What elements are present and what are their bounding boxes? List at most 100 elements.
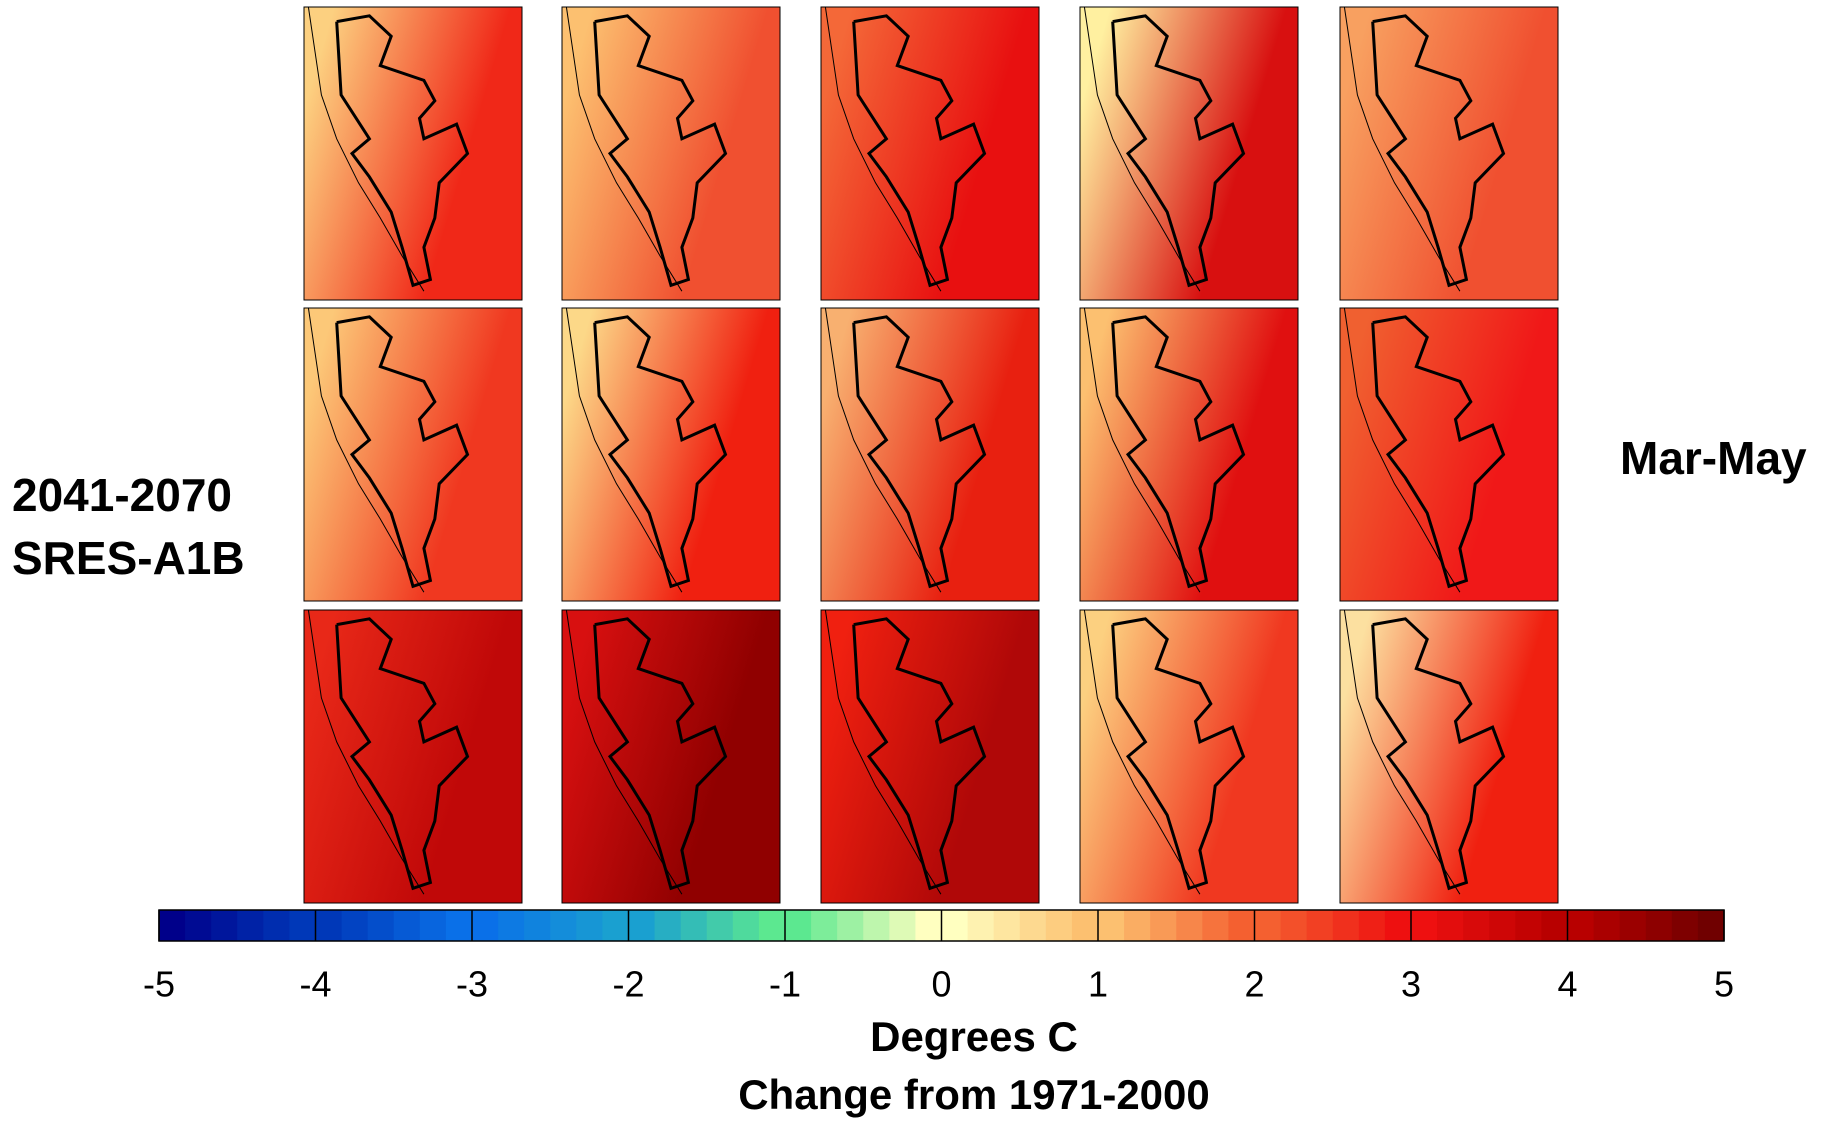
coastline — [307, 307, 425, 593]
coastline — [824, 307, 942, 593]
colorbar-tick-label: 1 — [1088, 964, 1108, 1005]
map-panel — [820, 307, 1040, 602]
colorbar-cell — [237, 910, 264, 941]
map-panel — [303, 307, 523, 602]
colorbar-tick-label: -5 — [143, 964, 175, 1005]
colorbar-cell — [393, 910, 421, 941]
colorbar-cell — [602, 910, 629, 941]
colorbar-cell — [1332, 910, 1360, 941]
region-outline — [593, 617, 728, 891]
region-outline — [1371, 315, 1506, 589]
map-panel — [1079, 307, 1299, 602]
colorbar-cell — [680, 910, 708, 941]
coastline — [565, 307, 683, 593]
region-outline — [852, 315, 987, 589]
colorbar-cell — [1411, 910, 1438, 941]
colorbar-cell — [1645, 910, 1673, 941]
colorbar-cell — [550, 910, 577, 941]
map-panel — [561, 307, 781, 602]
coastline — [824, 609, 942, 895]
map-panel — [1079, 6, 1299, 301]
colorbar-label: Degrees C — [870, 1013, 1078, 1060]
map-panel — [820, 6, 1040, 301]
colorbar-tick-label: -1 — [769, 964, 801, 1005]
colorbar-cell — [915, 910, 942, 941]
colorbar-tick-label: 2 — [1244, 964, 1264, 1005]
colorbar-cell — [863, 910, 890, 941]
region-outline — [335, 315, 470, 589]
colorbar-cell — [967, 910, 995, 941]
map-panel — [303, 6, 523, 301]
colorbar-cell — [1071, 910, 1099, 941]
colorbar-cell — [1176, 910, 1203, 941]
colorbar-cell — [1697, 910, 1725, 941]
colorbar-tick-label: 0 — [931, 964, 951, 1005]
colorbar-cell — [263, 910, 290, 941]
coastline — [1083, 307, 1201, 593]
colorbar-cell — [1384, 910, 1412, 941]
colorbar-cell — [654, 910, 682, 941]
colorbar-cell — [1515, 910, 1542, 941]
coastline — [1083, 609, 1201, 895]
region-outline — [852, 617, 987, 891]
season-label: Mar-May — [1620, 432, 1807, 484]
colorbar-cell — [472, 910, 499, 941]
coastline — [565, 6, 683, 292]
map-panel — [303, 609, 523, 904]
colorbar-cell — [445, 910, 473, 941]
colorbar-cell — [941, 910, 969, 941]
colorbar-tick-label: -2 — [612, 964, 644, 1005]
colorbar-cell — [1489, 910, 1516, 941]
colorbar-cell — [185, 910, 212, 941]
coastline — [1343, 6, 1461, 292]
region-outline — [852, 14, 987, 288]
region-outline — [593, 14, 728, 288]
colorbar-cell — [1593, 910, 1621, 941]
region-outline — [593, 315, 728, 589]
colorbar-cell — [1124, 910, 1151, 941]
map-panels — [303, 6, 1559, 904]
colorbar-tick-label: -3 — [456, 964, 488, 1005]
coastline — [824, 6, 942, 292]
region-outline — [1371, 14, 1506, 288]
colorbar-cell — [211, 910, 238, 941]
coastline — [565, 609, 683, 895]
colorbar-cell — [159, 910, 186, 941]
colorbar-cell — [315, 910, 343, 941]
coastline — [1083, 6, 1201, 292]
map-panel — [820, 609, 1040, 904]
colorbar-cell — [1280, 910, 1308, 941]
colorbar-cell — [1228, 910, 1255, 941]
colorbar-cell — [1098, 910, 1125, 941]
colorbar-cell — [1619, 910, 1647, 941]
colorbar-cell — [289, 910, 316, 941]
colorbar-cell — [1045, 910, 1073, 941]
colorbar-tick-label: 3 — [1401, 964, 1421, 1005]
colorbar-cell — [367, 910, 395, 941]
coastline — [307, 609, 425, 895]
colorbar-cell — [785, 910, 812, 941]
colorbar-cell — [1150, 910, 1177, 941]
map-panel — [1339, 609, 1559, 904]
map-panel — [561, 6, 781, 301]
colorbar-cell — [758, 910, 786, 941]
colorbar-cell — [1254, 910, 1282, 941]
colorbar-cell — [628, 910, 656, 941]
colorbar-cell — [341, 910, 369, 941]
colorbar-cell — [498, 910, 525, 941]
scenario-label: SRES-A1B — [12, 532, 245, 584]
region-outline — [1371, 617, 1506, 891]
colorbar-cell — [993, 910, 1021, 941]
map-panel — [1079, 609, 1299, 904]
colorbar-cell — [706, 910, 734, 941]
colorbar-cell — [1463, 910, 1490, 941]
region-outline — [1111, 315, 1246, 589]
map-panel — [561, 609, 781, 904]
region-outline — [1111, 14, 1246, 288]
map-panel — [1339, 6, 1559, 301]
colorbar-cell — [1671, 910, 1699, 941]
region-outline — [335, 14, 470, 288]
colorbar-cell — [889, 910, 916, 941]
region-outline — [1111, 617, 1246, 891]
